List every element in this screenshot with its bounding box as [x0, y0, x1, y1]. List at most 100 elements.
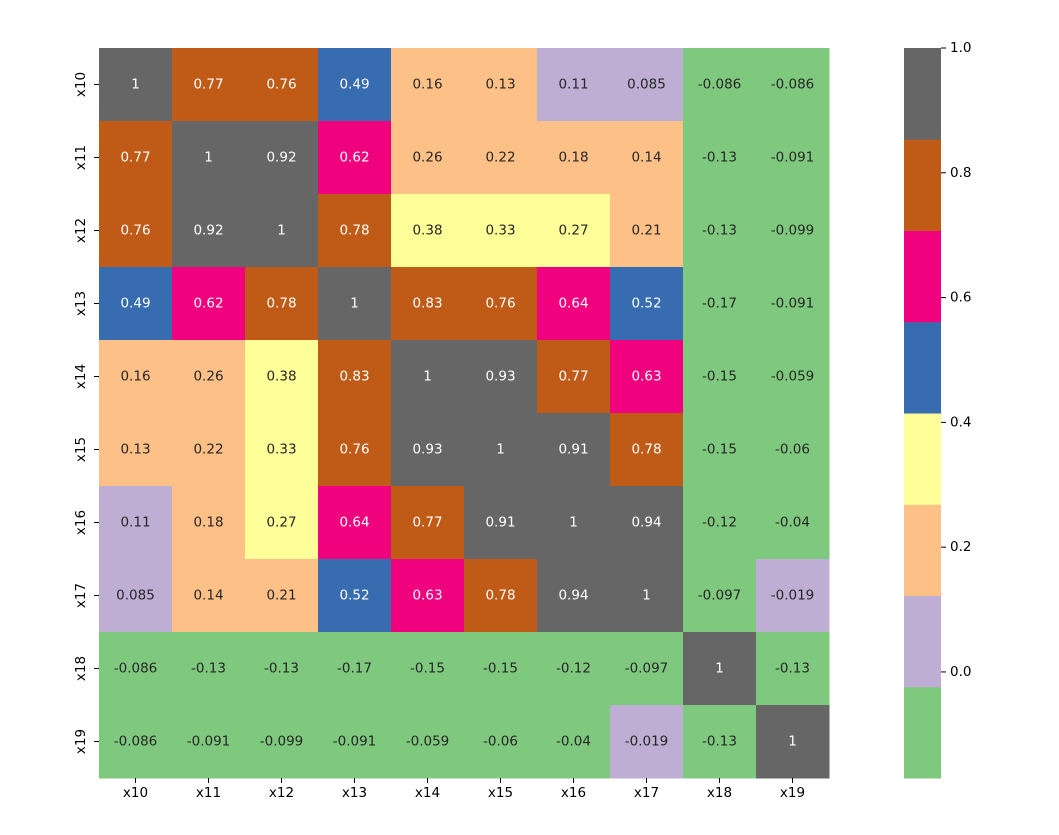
- x-tick-label: x15: [488, 785, 513, 801]
- heatmap-cell: [99, 48, 173, 122]
- cell-value-label: 0.49: [120, 296, 150, 312]
- cell-value-label: -0.097: [625, 661, 669, 677]
- heatmap-cell: [537, 705, 611, 779]
- cell-value-label: 0.76: [339, 442, 369, 458]
- cell-value-label: 0.91: [485, 515, 515, 531]
- heatmap-cell: [245, 632, 319, 706]
- cell-value-label: 0.21: [631, 223, 661, 239]
- y-tick-label: x12: [73, 218, 89, 243]
- colorbar-tick-label: 0.8: [950, 165, 971, 181]
- cell-value-label: 0.76: [485, 296, 515, 312]
- cell-value-label: 0.64: [558, 296, 588, 312]
- heatmap-cell: [318, 48, 392, 122]
- colorbar-tick-label: 1.0: [950, 40, 971, 56]
- heatmap-cell: [756, 194, 830, 268]
- cell-value-label: -0.15: [702, 369, 737, 385]
- heatmap-cell: [99, 194, 173, 268]
- heatmap-cell: [464, 413, 538, 487]
- heatmap-cell: [683, 194, 757, 268]
- heatmap-cell: [537, 559, 611, 633]
- cell-value-label: 0.38: [412, 223, 442, 239]
- heatmap-cell: [318, 413, 392, 487]
- heatmap-cell: [172, 340, 246, 414]
- heatmap-cell: [318, 559, 392, 633]
- cell-value-label: 0.22: [193, 442, 223, 458]
- heatmap-cell: [610, 340, 684, 414]
- heatmap-cell: [172, 413, 246, 487]
- cell-value-label: 0.26: [412, 150, 442, 166]
- y-tick-label: x16: [73, 510, 89, 535]
- cell-value-label: 0.21: [266, 588, 296, 604]
- heatmap-cell: [391, 705, 465, 779]
- heatmap-cell: [683, 413, 757, 487]
- cell-value-label: 0.93: [412, 442, 442, 458]
- heatmap-cell: [537, 48, 611, 122]
- cell-value-label: 0.27: [558, 223, 588, 239]
- heatmap-cell: [245, 121, 319, 195]
- heatmap-cell: [172, 194, 246, 268]
- heatmap-cell: [756, 705, 830, 779]
- y-tick-label: x14: [73, 364, 89, 389]
- cell-value-label: 0.38: [266, 369, 296, 385]
- cell-value-label: 0.93: [485, 369, 515, 385]
- cell-value-label: 1: [423, 369, 432, 385]
- heatmap-cell: [756, 486, 830, 560]
- heatmap-cell: [391, 121, 465, 195]
- heatmap-cell: [99, 632, 173, 706]
- heatmap-cell: [99, 559, 173, 633]
- cell-value-label: 0.085: [627, 77, 666, 93]
- heatmap-cell: [464, 486, 538, 560]
- heatmap-cell: [683, 486, 757, 560]
- heatmap-cell: [683, 340, 757, 414]
- heatmap-cell: [245, 48, 319, 122]
- cell-value-label: 0.78: [339, 223, 369, 239]
- heatmap-cell: [99, 267, 173, 341]
- colorbar-tick-label: 0.2: [950, 539, 971, 555]
- heatmap-cell: [464, 194, 538, 268]
- heatmap-cell: [537, 267, 611, 341]
- heatmap-cell: [683, 121, 757, 195]
- cell-value-label: 0.77: [193, 77, 223, 93]
- heatmap-cell: [172, 48, 246, 122]
- heatmap-cell: [683, 48, 757, 122]
- cell-value-label: 0.62: [339, 150, 369, 166]
- x-tick-label: x10: [123, 785, 148, 801]
- cell-value-label: -0.13: [702, 223, 737, 239]
- heatmap-cell: [610, 486, 684, 560]
- cell-value-label: -0.086: [771, 77, 815, 93]
- cell-value-label: -0.15: [483, 661, 518, 677]
- heatmap-cells: [99, 48, 830, 779]
- heatmap-cell: [318, 486, 392, 560]
- heatmap-cell: [391, 413, 465, 487]
- cell-value-label: -0.086: [114, 734, 158, 750]
- cell-value-label: -0.099: [771, 223, 815, 239]
- cell-value-label: 0.52: [339, 588, 369, 604]
- heatmap-cell: [245, 413, 319, 487]
- cell-value-label: 0.26: [193, 369, 223, 385]
- y-tick-label: x11: [73, 145, 89, 170]
- heatmap-cell: [464, 559, 538, 633]
- colorbar-segment: [904, 595, 941, 688]
- heatmap-cell: [172, 267, 246, 341]
- cell-value-label: 1: [350, 296, 359, 312]
- heatmap-cell: [318, 632, 392, 706]
- x-tick-label: x19: [780, 785, 805, 801]
- heatmap-cell: [391, 340, 465, 414]
- cell-value-label: -0.099: [260, 734, 304, 750]
- heatmap-cell: [610, 559, 684, 633]
- cell-value-label: 1: [204, 150, 213, 166]
- cell-value-label: -0.13: [775, 661, 810, 677]
- heatmap-cell: [172, 705, 246, 779]
- cell-value-label: 0.78: [485, 588, 515, 604]
- heatmap-cell: [99, 121, 173, 195]
- heatmap-cell: [172, 121, 246, 195]
- cell-value-label: 0.27: [266, 515, 296, 531]
- x-tick-label: x16: [561, 785, 586, 801]
- colorbar-segment: [904, 139, 941, 231]
- y-tick-label: x15: [73, 437, 89, 462]
- cell-value-label: 0.11: [120, 515, 150, 531]
- cell-value-label: 0.085: [116, 588, 155, 604]
- cell-value-label: -0.091: [333, 734, 377, 750]
- x-tick-label: x12: [269, 785, 294, 801]
- heatmap-cell: [245, 486, 319, 560]
